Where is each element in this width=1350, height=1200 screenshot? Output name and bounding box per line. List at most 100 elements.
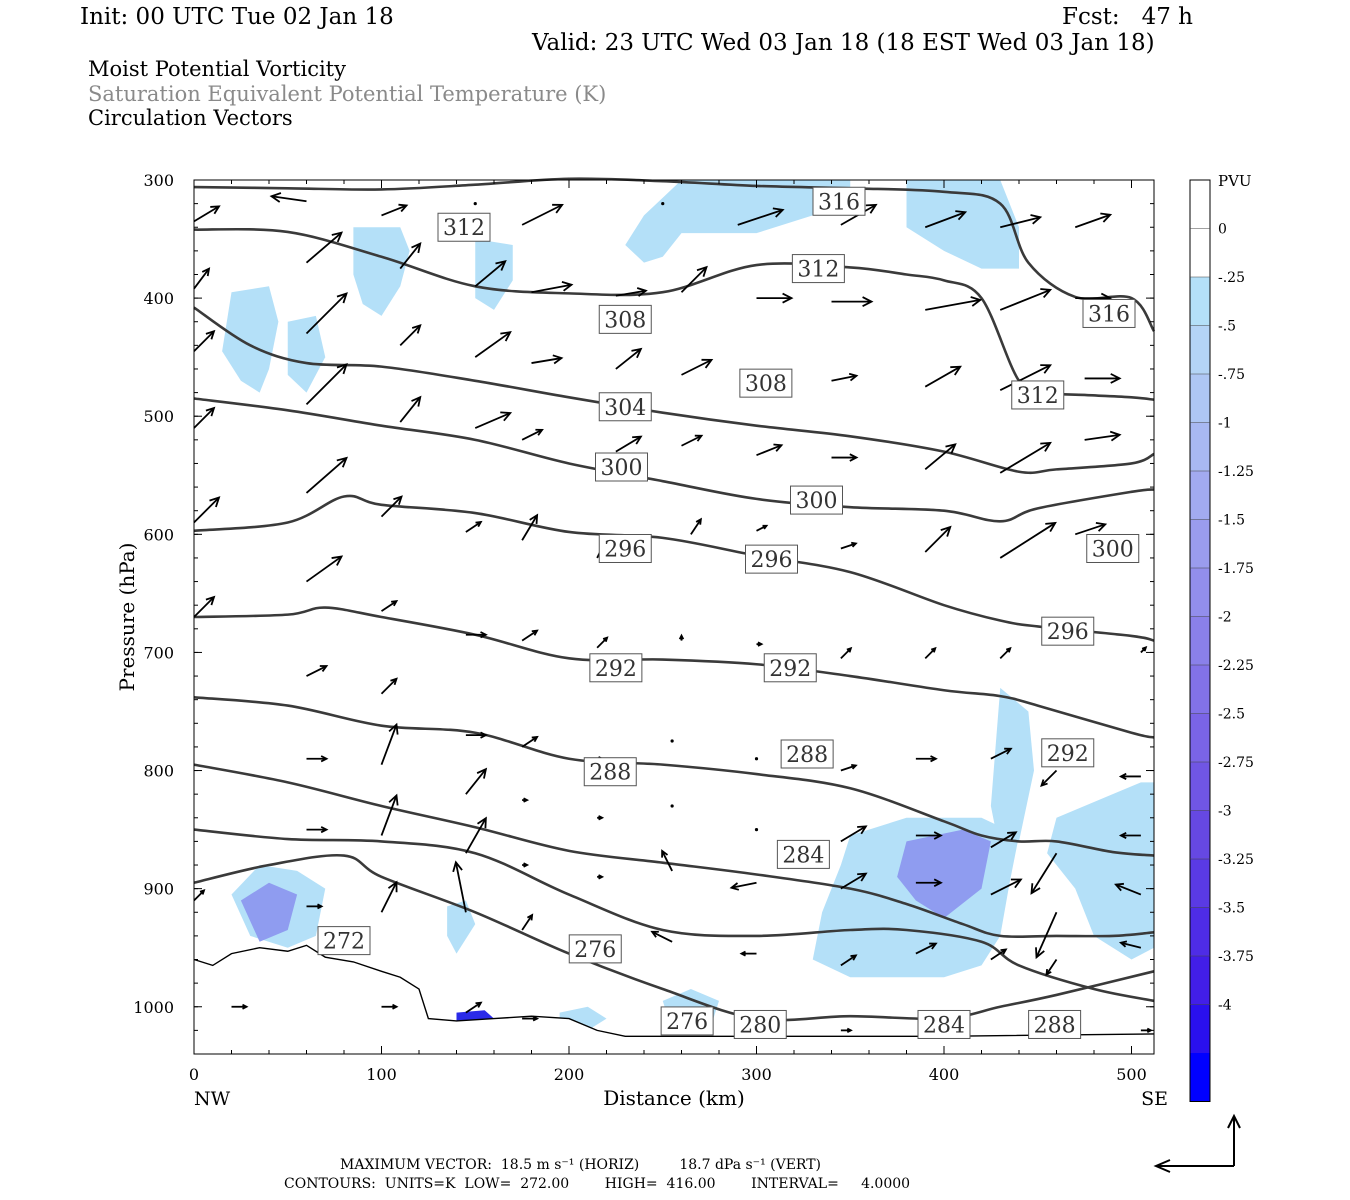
contour-280 (193, 853, 1155, 1022)
vector-43 (924, 443, 957, 471)
terrain-line (193, 944, 1155, 1037)
vector-87 (597, 815, 605, 821)
svg-text:284: 284 (923, 1013, 965, 1038)
svg-text:316: 316 (818, 190, 860, 215)
vector-99 (597, 874, 605, 880)
colorbar-label-2: -.5 (1218, 319, 1236, 335)
vector-23 (305, 292, 348, 335)
vector-78 (840, 763, 858, 772)
vector-53 (756, 524, 769, 532)
colorbar-label-12: -3 (1218, 804, 1232, 820)
colorbar-label-10: -2.5 (1218, 707, 1245, 723)
pv-region-0 (625, 180, 851, 263)
vector-84 (380, 722, 399, 765)
vector-54 (840, 541, 858, 550)
contour-label-23: 280 (733, 1009, 787, 1039)
vector-86 (522, 797, 530, 803)
vector-32 (999, 364, 1053, 392)
terrain-fill (194, 945, 1154, 1054)
vector-7 (924, 210, 968, 229)
vector-10 (193, 205, 221, 223)
vector-79 (915, 755, 938, 763)
field-title-theta-es: Saturation Equivalent Potential Temperat… (88, 82, 607, 106)
vector-44 (999, 441, 1052, 474)
contour-label-9: 300 (790, 485, 843, 515)
vector-19 (925, 296, 983, 311)
vector-8 (1000, 214, 1043, 229)
vector-70 (193, 595, 216, 618)
vector-0 (269, 192, 307, 203)
vector-22 (193, 267, 211, 290)
circulation-vectors (193, 192, 1153, 1033)
contour-label-16: 292 (1041, 738, 1095, 768)
vector-47 (305, 456, 348, 494)
svg-text:312: 312 (1017, 384, 1059, 409)
contour-label-5: 308 (739, 368, 793, 398)
pv-region-14 (240, 882, 298, 942)
colorbar-label-7: -1.75 (1218, 561, 1254, 577)
vector-3 (381, 203, 409, 217)
contour-label-8: 300 (595, 452, 648, 482)
vector-122 (465, 1001, 483, 1014)
vector-59 (305, 555, 344, 583)
vector-1 (473, 202, 477, 206)
contour-288 (193, 763, 1155, 939)
vector-50 (521, 513, 539, 541)
vector-18 (831, 296, 874, 307)
contour-label-7: 304 (598, 392, 652, 422)
svg-text:296: 296 (751, 548, 793, 573)
vector-11 (305, 231, 344, 264)
vector-98 (522, 862, 530, 868)
valid-time: Valid: 23 UTC Wed 03 Jan 18 (18 EST Wed … (532, 30, 1155, 56)
y-tick-label-6: 900 (143, 880, 174, 899)
colorbar-swatch-0 (1190, 180, 1210, 229)
contour-label-12: 300 (1086, 533, 1140, 563)
vector-74 (521, 735, 539, 748)
colorbar-swatch-2 (1190, 277, 1210, 326)
pv-region-7 (990, 687, 1034, 854)
colorbar-label-16: -4 (1218, 998, 1232, 1014)
vector-121 (381, 1003, 399, 1010)
svg-text:308: 308 (745, 372, 787, 397)
svg-text:276: 276 (574, 938, 616, 963)
pv-region-4 (222, 286, 279, 393)
colorbar: 0 -.25 -.5 -.75 -1 -1.25 -1.5 -1.75 -2 -2.25 -2.5 -… (1189, 179, 1254, 1102)
x-axis-label: Distance (km) (603, 1086, 745, 1110)
vector-56 (999, 521, 1057, 559)
colorbar-label-5: -1.25 (1218, 464, 1254, 480)
vector-31 (924, 365, 962, 388)
vector-93 (1030, 852, 1058, 895)
colorbar-swatch-12 (1190, 762, 1210, 811)
vector-66 (840, 646, 853, 659)
vector-125 (840, 1027, 853, 1033)
contour-label-19: 284 (776, 839, 830, 869)
vector-107 (193, 889, 206, 902)
contour-label-17: 288 (583, 757, 637, 787)
forecast-hour: Fcst: 47 h (1062, 4, 1193, 30)
colorbar-swatch-17 (1190, 1004, 1210, 1053)
x-tick-label-0: 0 (189, 1065, 199, 1084)
vector-95 (306, 826, 329, 834)
vector-116 (915, 942, 938, 955)
vector-13 (474, 260, 507, 287)
y-tick-label-1: 400 (143, 289, 174, 308)
vector-60 (381, 599, 399, 612)
svg-text:288: 288 (1034, 1013, 1076, 1038)
init-time: Init: 00 UTC Tue 02 Jan 18 (80, 4, 394, 30)
svg-text:316: 316 (1088, 302, 1130, 327)
vector-94 (1118, 831, 1141, 840)
y-tick-label-5: 800 (143, 762, 174, 781)
vector-20 (999, 288, 1053, 311)
contour-label-22: 276 (660, 1006, 714, 1036)
vector-16 (680, 265, 708, 293)
vector-57 (1074, 522, 1108, 536)
vector-17 (756, 292, 794, 304)
contour-316 (193, 177, 1156, 332)
y-tick-label-2: 500 (143, 407, 174, 426)
pv-region-1 (906, 180, 1019, 269)
vector-37 (474, 411, 513, 429)
svg-text:288: 288 (786, 743, 828, 768)
contour-label-3: 316 (1082, 298, 1136, 328)
vector-113 (650, 930, 673, 943)
